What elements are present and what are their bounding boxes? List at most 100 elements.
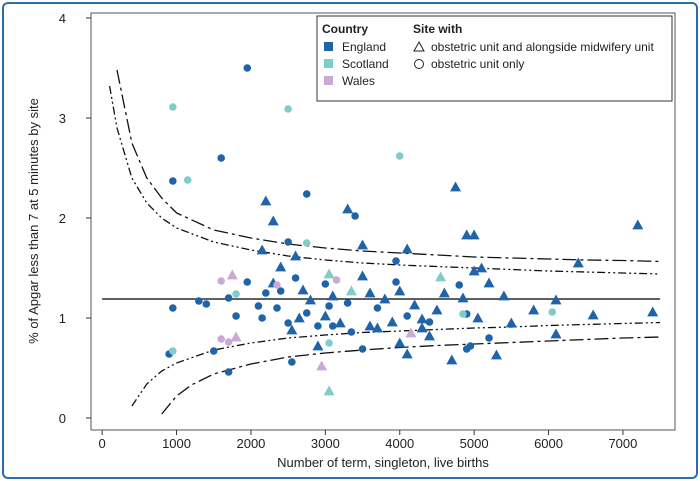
england-triangle-point	[357, 270, 369, 281]
scotland-circle-point	[302, 239, 311, 247]
england-triangle-point	[528, 304, 540, 315]
england-triangle-point	[297, 284, 309, 295]
x-axis: 0 1000 2000 3000 4000 5000 6000 7000	[99, 430, 637, 451]
scotland-circle-point	[169, 347, 177, 355]
england-triangle-point	[401, 348, 413, 359]
england-triangle-point	[334, 317, 346, 328]
england-triangle-point	[364, 320, 376, 331]
england-triangle-point	[632, 219, 644, 230]
england-circle-point	[425, 318, 434, 326]
england-triangle-point	[472, 312, 484, 323]
plot-area	[90, 12, 676, 431]
y-tick-label: 3	[59, 111, 66, 126]
scotland-circle-point	[183, 176, 192, 184]
x-tick-label: 4000	[385, 436, 414, 451]
wales-triangle-point	[230, 331, 242, 342]
wales-circle-point	[217, 277, 225, 285]
england-triangle-point	[319, 310, 331, 321]
england-circle-point	[224, 368, 233, 376]
england-circle-point	[195, 297, 203, 305]
england-triangle-point	[446, 354, 458, 365]
england-triangle-point	[416, 313, 428, 324]
y-tick-label: 2	[59, 211, 66, 226]
england-circle-point	[217, 154, 225, 162]
england-triangle-point	[457, 292, 469, 303]
england-circle-point	[276, 287, 285, 295]
wales-triangle-point	[405, 327, 417, 338]
scotland-circle-point	[459, 310, 467, 318]
scotland-triangle-point	[323, 268, 335, 279]
x-tick-label: 0	[99, 436, 106, 451]
scotland-triangle-point	[435, 271, 447, 282]
england-circle-point	[462, 345, 471, 353]
england-triangle-point	[342, 203, 354, 214]
scotland-circle-point	[395, 152, 404, 160]
legend-box	[316, 15, 673, 102]
control-limits	[108, 69, 661, 415]
wales-triangle-point	[316, 360, 328, 371]
england-triangle-point	[409, 299, 421, 310]
y-axis: 0 1 2 3 4	[59, 11, 91, 426]
england-triangle-point	[394, 337, 406, 348]
scotland-circle-point	[548, 308, 557, 316]
scotland-circle-point	[169, 103, 177, 111]
wales-circle-point	[332, 276, 341, 284]
y-tick-label: 4	[59, 11, 66, 26]
legend-swatch-england	[324, 42, 333, 51]
england-circle-point	[291, 274, 300, 282]
england-triangle-point	[256, 244, 268, 255]
legend-site-title: Site with	[413, 22, 462, 36]
scotland-circle-point	[284, 105, 292, 113]
x-tick-label: 2000	[236, 436, 265, 451]
y-axis-title: % of Apgar less than 7 at 5 minutes by s…	[26, 98, 41, 344]
england-circle-point	[358, 345, 367, 353]
england-triangle-point	[312, 340, 324, 351]
england-circle-point	[262, 289, 270, 297]
england-triangle-point	[490, 349, 502, 360]
england-circle-point	[403, 312, 411, 320]
legend-circle-icon	[414, 59, 424, 69]
england-circle-point	[485, 334, 493, 342]
england-triangle-point	[550, 294, 562, 305]
inner-lower-limit	[131, 321, 661, 407]
legend-label-circle: obstetric unit only	[431, 57, 524, 71]
england-circle-point	[169, 304, 177, 312]
england-triangle-point	[505, 317, 517, 328]
y-tick-label: 1	[59, 311, 66, 326]
england-triangle-point	[483, 277, 495, 288]
x-tick-label: 6000	[534, 436, 563, 451]
england-triangle-point	[275, 261, 287, 272]
england-triangle-point	[401, 243, 413, 254]
england-circle-point	[347, 328, 356, 336]
legend-label-england: England	[342, 40, 386, 54]
england-circle-point	[273, 304, 281, 312]
legend-label-scotland: Scotland	[342, 57, 389, 71]
england-circle-point	[288, 358, 296, 366]
england-triangle-point	[394, 285, 406, 296]
england-circle-point	[254, 302, 263, 310]
england-circle-point	[455, 281, 464, 289]
england-circle-point	[328, 322, 337, 330]
scotland-circle-point	[232, 290, 240, 298]
england-triangle-point	[357, 239, 369, 250]
scotland-triangle-point	[323, 385, 335, 396]
england-triangle-point	[468, 265, 480, 276]
england-circle-point	[232, 312, 240, 320]
england-triangle-point	[286, 324, 298, 335]
england-triangle-point	[290, 250, 302, 261]
legend: Country England Scotland Wales Site with…	[316, 15, 673, 102]
legend-triangle-icon	[413, 40, 425, 52]
data-points	[165, 64, 659, 396]
england-triangle-point	[572, 257, 584, 268]
england-circle-point	[224, 294, 233, 302]
legend-label-wales: Wales	[342, 74, 375, 88]
england-triangle-point	[386, 316, 398, 327]
england-circle-point	[392, 257, 400, 265]
legend-swatch-scotland	[324, 59, 333, 68]
england-circle-point	[258, 314, 266, 322]
england-triangle-point	[293, 312, 305, 323]
outer-upper-limit	[116, 69, 661, 263]
england-triangle-point	[267, 215, 279, 226]
wales-circle-point	[217, 335, 225, 343]
x-tick-label: 3000	[311, 436, 340, 451]
